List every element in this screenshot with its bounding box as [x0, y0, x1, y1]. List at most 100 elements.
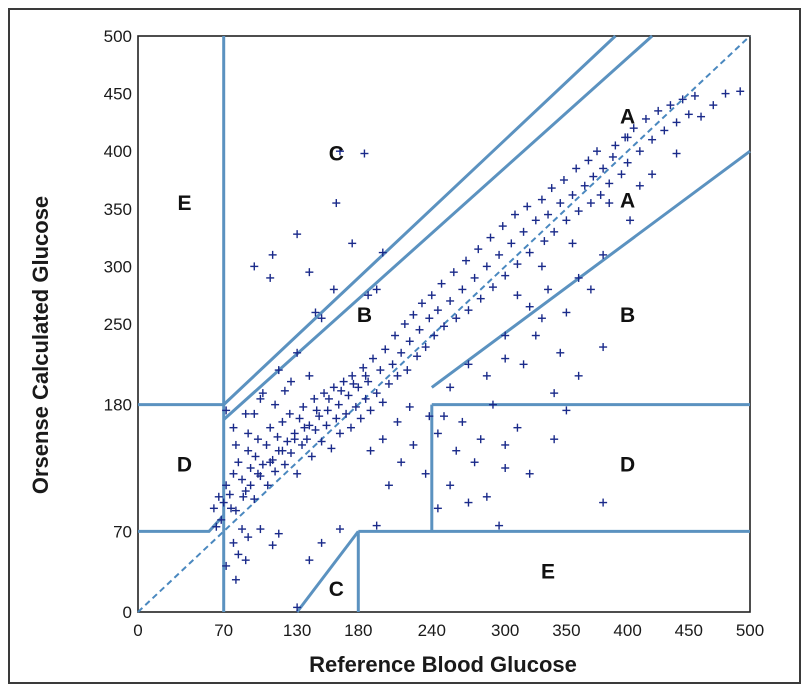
data-point: [300, 423, 309, 432]
data-point: [488, 400, 497, 409]
data-point: [586, 199, 595, 208]
zone-boundary-9: [295, 530, 360, 613]
data-point: [488, 283, 497, 292]
data-point: [537, 314, 546, 323]
y-tick-label: 250: [104, 315, 132, 334]
data-point: [470, 458, 479, 467]
x-tick-label: 400: [613, 621, 641, 640]
zone-label-d: D: [177, 454, 192, 477]
data-point: [562, 216, 571, 225]
data-point: [433, 504, 442, 513]
data-point: [348, 239, 357, 248]
data-point: [293, 469, 302, 478]
data-point: [464, 306, 473, 315]
zone-boundary-3: [222, 34, 617, 406]
data-point: [510, 210, 519, 219]
data-point: [222, 481, 231, 490]
x-tick-label: 240: [418, 621, 446, 640]
data-point: [437, 279, 446, 288]
data-point: [244, 533, 253, 542]
data-point: [239, 492, 248, 501]
data-point: [225, 490, 234, 499]
data-point: [278, 446, 287, 455]
data-point: [391, 331, 400, 340]
data-point: [266, 273, 275, 282]
data-point: [222, 561, 231, 570]
data-point: [212, 522, 221, 531]
data-point: [635, 181, 644, 190]
data-point: [513, 291, 522, 300]
data-point: [525, 302, 534, 311]
data-point: [305, 556, 314, 565]
data-point: [540, 237, 549, 246]
data-point: [229, 538, 238, 547]
data-point: [271, 400, 280, 409]
data-point: [599, 250, 608, 259]
data-point: [287, 449, 295, 458]
data-point: [317, 314, 326, 323]
data-point: [268, 250, 277, 259]
data-point: [672, 118, 681, 127]
data-point: [568, 190, 577, 199]
data-point: [709, 101, 718, 110]
data-point: [250, 409, 259, 418]
x-tick-label: 300: [491, 621, 519, 640]
data-point: [697, 112, 706, 121]
data-point: [525, 248, 534, 257]
data-point: [360, 149, 369, 158]
data-point: [513, 423, 522, 432]
data-point: [507, 239, 516, 248]
data-point: [690, 91, 699, 100]
data-point: [523, 202, 532, 211]
data-point: [231, 440, 240, 449]
data-point: [397, 348, 406, 357]
data-point: [364, 291, 373, 300]
data-point: [234, 550, 243, 559]
data-point: [378, 435, 387, 444]
data-point: [251, 452, 260, 461]
y-tick-label: 500: [104, 27, 132, 46]
data-point: [486, 233, 495, 242]
data-point: [537, 262, 546, 271]
data-point: [351, 402, 360, 411]
data-point: [544, 210, 553, 219]
data-point: [334, 400, 343, 409]
data-point: [672, 149, 681, 158]
data-point: [446, 481, 455, 490]
data-point: [513, 260, 522, 269]
x-tick-label: 70: [214, 621, 233, 640]
data-point: [311, 425, 320, 434]
data-point: [305, 421, 314, 430]
data-point: [356, 414, 365, 423]
zone-label-b: B: [620, 304, 635, 327]
data-point: [209, 504, 218, 513]
data-point: [229, 423, 238, 432]
x-tick-label: 0: [133, 621, 142, 640]
data-point: [337, 386, 346, 395]
y-tick-label: 0: [123, 603, 132, 622]
data-point: [544, 285, 553, 294]
data-point: [449, 268, 458, 277]
data-point: [384, 379, 393, 388]
data-point: [307, 452, 316, 461]
data-point: [550, 435, 559, 444]
data-point: [433, 306, 442, 315]
data-point: [403, 366, 412, 375]
data-point: [409, 440, 418, 449]
data-point: [648, 135, 657, 144]
data-point: [501, 464, 510, 472]
data-point: [458, 285, 467, 294]
data-point: [361, 371, 370, 380]
data-point: [310, 394, 319, 403]
data-point: [421, 343, 430, 352]
data-point: [283, 437, 292, 446]
data-point: [464, 498, 473, 507]
data-point: [623, 133, 632, 142]
data-point: [372, 521, 381, 530]
data-point: [562, 406, 571, 415]
zone-label-a: A: [620, 106, 635, 129]
data-point: [400, 320, 409, 328]
data-point: [332, 414, 341, 423]
data-point: [458, 417, 467, 426]
data-point: [660, 126, 669, 135]
